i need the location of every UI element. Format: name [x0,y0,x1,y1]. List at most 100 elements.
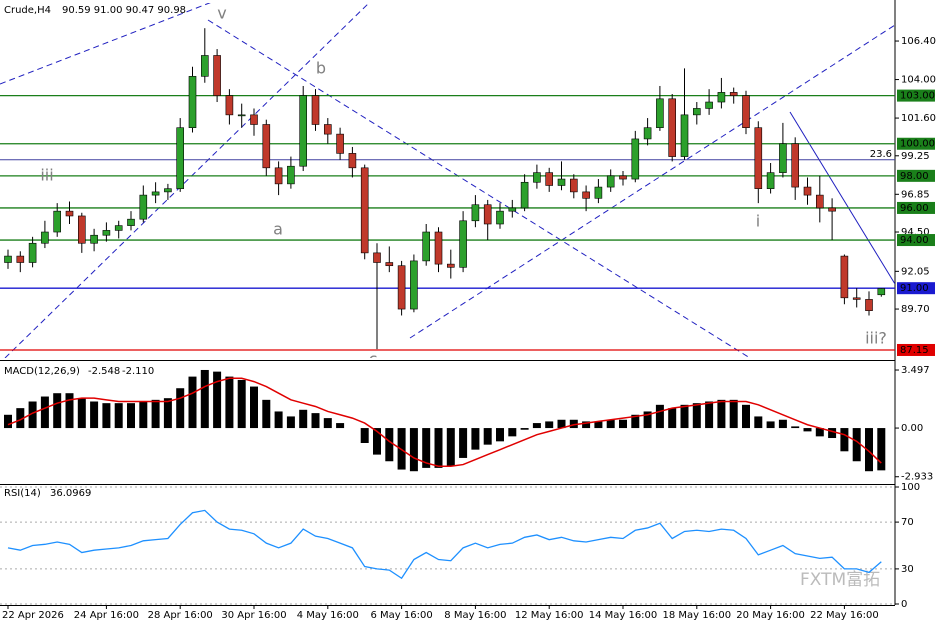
candle-body [225,95,234,116]
macd-bar [53,393,62,429]
candle-body [348,153,357,169]
candle-body [877,288,886,296]
macd-bar [336,423,345,429]
candle-body [717,92,726,103]
trendline [789,111,895,285]
candle-body [176,127,184,189]
macd-bar [28,401,37,429]
macd-bar [274,411,283,429]
candle-body [127,218,135,226]
x-tick-label: 20 May 16:00 [736,610,805,621]
macd-bar [434,428,443,468]
y-tick-label: 104.00 [901,75,936,86]
wave-label: a [273,220,283,239]
macd-bar [311,413,320,429]
y-tick-label: 94.50 [901,227,930,238]
wave-label: iii? [865,329,887,348]
candle-body [557,178,566,186]
x-tick-label: 22 Apr 2026 [2,610,64,621]
trendline [207,19,751,358]
candle-body [459,220,467,268]
macd-bar [668,408,677,429]
candle-body [446,263,455,268]
candle-body [250,114,258,125]
y-tick-label: 96.85 [901,189,930,200]
macd-bar [286,416,295,429]
macd-bar [176,388,185,429]
y-tick-label: 99.25 [901,151,930,162]
y-tick-label: 100 [901,482,920,493]
candle-body [705,101,713,109]
y-tick-label: 30 [901,564,914,575]
level-label-box [897,201,935,214]
watermark: FXTM富拓 [800,570,880,590]
candle-body [213,55,221,96]
candle-body [287,165,295,185]
candle-body [201,55,209,77]
candle-body [360,167,369,254]
macd-bar [188,376,197,429]
candle-body [852,297,861,300]
macd-bar [151,399,160,429]
macd-bar [532,423,541,429]
candle-body [656,98,664,128]
macd-bar [225,376,234,429]
level-label-box [897,89,935,102]
macd-bar [803,428,812,432]
trendline [4,3,370,358]
macd-bar [323,418,332,429]
level-label-box [897,282,935,295]
macd-bar [545,421,554,429]
candle-body [274,167,283,185]
candle-body [496,210,504,225]
x-tick-label: 14 May 16:00 [589,610,658,621]
macd-bar [840,428,849,452]
candle-body [373,252,381,263]
candle-body [606,175,615,188]
macd-bar [631,414,640,429]
macd-bar [360,428,369,443]
candle-body [188,76,197,128]
macd-bar [250,386,258,429]
macd-bar [422,428,431,468]
x-tick-label: 30 Apr 16:00 [221,610,286,621]
x-tick-label: 4 May 16:00 [297,610,359,621]
candle-body [164,188,172,193]
candle-body [815,194,824,209]
macd-bar [606,419,615,429]
candle-body [631,138,640,180]
candle-body [729,92,738,96]
rsi-line [7,509,882,580]
candle-body [742,95,750,128]
candle-body [766,172,775,189]
macd-bar [729,399,738,429]
candle-body [410,260,418,310]
trendline [0,3,211,85]
candle-body [336,133,344,154]
macd-bar [114,403,123,429]
candle-body [78,215,86,244]
candle-body [483,204,492,225]
macd-main: -2.548 [88,366,120,377]
macd-bar [680,404,689,429]
wave-label: i [756,212,760,231]
y-tick-label: 101.60 [901,113,936,124]
macd-bar [717,399,726,429]
macd-bar [373,428,381,455]
macd-bar [446,428,455,467]
y-tick-label: 3.497 [901,365,930,376]
candle-body [668,98,677,157]
candle-body [828,207,836,212]
price-panel: v b iii a i iii? c [0,3,895,358]
candle-body [434,231,443,265]
candle-body [139,194,148,220]
y-tick-label: -2.933 [901,472,933,483]
rsi-name: RSI(14) [4,488,41,499]
macd-bar [102,403,111,429]
macd-bar [643,411,652,429]
candle-body [41,231,49,244]
macd-bar [705,401,714,429]
macd-bar [409,428,418,472]
